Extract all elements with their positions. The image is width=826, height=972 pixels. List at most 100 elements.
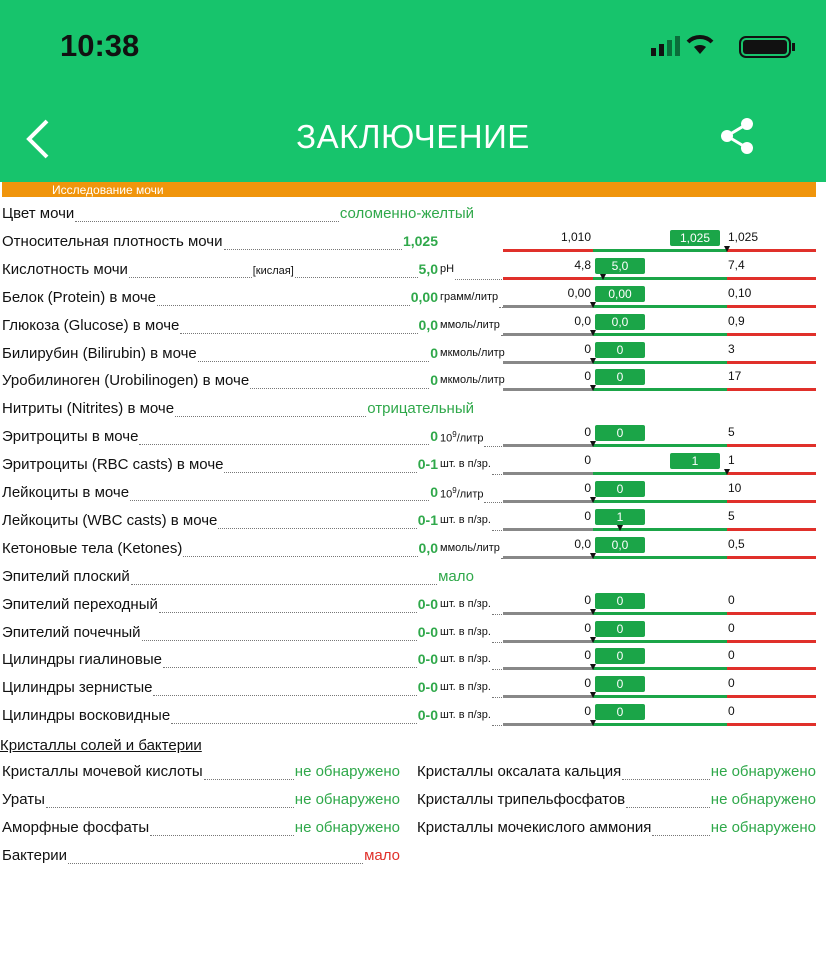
- crystal-label: Аморфные фосфаты: [2, 819, 150, 836]
- result-row: Уробилиноген (Urobilinogen) в моче 0: [2, 372, 438, 392]
- unit-tail: /литр: [456, 488, 484, 501]
- result-row: Цвет мочи соломенно-желтый: [2, 205, 474, 225]
- unit-cell: шт. в п/зр.: [440, 709, 503, 729]
- result-badge: 0: [595, 425, 645, 442]
- row-value: 0,0: [418, 316, 438, 333]
- unit-cell: 109/литр: [440, 486, 503, 506]
- range-bar: [503, 695, 593, 699]
- range-bar: [727, 444, 816, 448]
- crystal-value: не обнаружено: [294, 819, 400, 836]
- row-value: 0-0: [417, 679, 438, 696]
- row-label: Лейкоциты (WBC casts) в моче: [2, 511, 218, 529]
- range-bar: [727, 639, 816, 643]
- result-row: Лейкоциты (WBC casts) в моче 0-1: [2, 512, 438, 532]
- crystal-value: не обнаружено: [294, 763, 400, 780]
- unit-text: 10: [440, 488, 453, 501]
- range-bar: [727, 304, 816, 308]
- unit-text: мкмоль/литр: [440, 374, 505, 387]
- row-label: Кислотность мочи: [2, 260, 128, 278]
- result-row: Эпителий переходный 0-0: [2, 596, 438, 616]
- leader-dots: [175, 416, 367, 418]
- leader-dots: [250, 388, 430, 390]
- crystal-row: Кристаллы мочевой кислоты не обнаружено: [2, 763, 400, 783]
- range-bar: [593, 723, 727, 727]
- crystal-value: мало: [364, 847, 400, 864]
- range-high: 1,025: [728, 229, 759, 244]
- range-high: 17: [728, 369, 742, 384]
- row-label: Относительная плотность мочи: [2, 232, 223, 250]
- range-bar: [727, 500, 816, 503]
- range-bar: [503, 332, 593, 336]
- range-bar: [503, 555, 593, 559]
- range-low: 0: [584, 369, 591, 384]
- unit-cell: шт. в п/зр.: [440, 458, 503, 478]
- range-bar: [503, 500, 593, 503]
- result-marker: [590, 692, 596, 699]
- range-bar: [593, 444, 727, 448]
- row-unit: мкмоль/литр: [440, 374, 505, 386]
- leader-dots: [180, 332, 418, 334]
- range-low: 0: [584, 620, 591, 635]
- leader-dots: [218, 527, 417, 529]
- leader-dots: [491, 725, 502, 727]
- row-value: 0-0: [417, 707, 438, 724]
- result-row: Кислотность мочи [кислая] 5,0: [2, 261, 438, 281]
- leader-dots: [484, 502, 502, 503]
- result-row: Белок (Protein) в моче 0,00: [2, 289, 438, 309]
- row-label: Цилиндры гиалиновые: [2, 651, 162, 669]
- result-badge: 0: [595, 648, 645, 665]
- row-unit: мкмоль/литр: [440, 347, 505, 359]
- back-button[interactable]: [22, 118, 54, 160]
- leader-dots: [68, 863, 364, 864]
- range-low: 0,00: [567, 285, 591, 300]
- status-time: 10:38: [60, 28, 140, 63]
- result-marker: [724, 245, 730, 252]
- row-unit: шт. в п/зр.: [440, 709, 491, 721]
- range-bar: [503, 304, 593, 308]
- row-value: мало: [438, 567, 474, 585]
- range-bar: [593, 276, 727, 280]
- result-marker: [590, 664, 596, 671]
- range-bar: [503, 444, 593, 448]
- unit-cell: шт. в п/зр.: [440, 598, 503, 618]
- leader-dots: [130, 500, 430, 501]
- unit-text: ммоль/литр: [440, 541, 500, 554]
- crystal-row: Бактерии мало: [2, 847, 400, 867]
- row-value: 0: [430, 344, 438, 361]
- range-bar: [593, 360, 727, 364]
- crystal-value: не обнаружено: [710, 791, 816, 808]
- range-bar: [503, 611, 593, 615]
- range-bar: [727, 472, 816, 476]
- result-badge: 0,0: [595, 313, 645, 330]
- result-badge: 0: [595, 369, 645, 386]
- leader-dots: [183, 555, 418, 557]
- range-bar: [727, 695, 816, 699]
- row-unit: шт. в п/зр.: [440, 653, 491, 665]
- row-label: Билирубин (Bilirubin) в моче: [2, 344, 197, 362]
- row-label: Эпителий плоский: [2, 567, 130, 585]
- range-low: 0: [584, 481, 591, 495]
- crystals-title: Кристаллы солей и бактерии: [0, 737, 202, 754]
- result-marker: [616, 524, 623, 531]
- range-low: 0: [584, 341, 591, 356]
- range-bar: [593, 639, 727, 643]
- leader-dots: [75, 221, 339, 222]
- leader-dots: [491, 613, 502, 615]
- unit-tail: /литр: [456, 432, 484, 445]
- result-badge: 0: [595, 481, 645, 497]
- row-label: Уробилиноген (Urobilinogen) в моче: [2, 372, 250, 390]
- row-label: Цилиндры восковидные: [2, 707, 171, 725]
- row-value: 0: [430, 428, 438, 445]
- unit-text: шт. в п/зр.: [440, 653, 491, 666]
- row-label: Белок (Protein) в моче: [2, 288, 156, 306]
- leader-dots: [203, 779, 294, 780]
- unit-text: шт. в п/зр.: [440, 513, 491, 526]
- leader-dots: [128, 276, 252, 278]
- share-button[interactable]: [718, 116, 756, 156]
- row-unit: ммоль/литр: [440, 542, 500, 554]
- result-marker: [590, 497, 596, 503]
- range-bar: [503, 388, 593, 392]
- row-value: соломенно-желтый: [339, 205, 474, 222]
- result-marker: [590, 441, 596, 448]
- section-title: Исследование мочи: [52, 183, 164, 197]
